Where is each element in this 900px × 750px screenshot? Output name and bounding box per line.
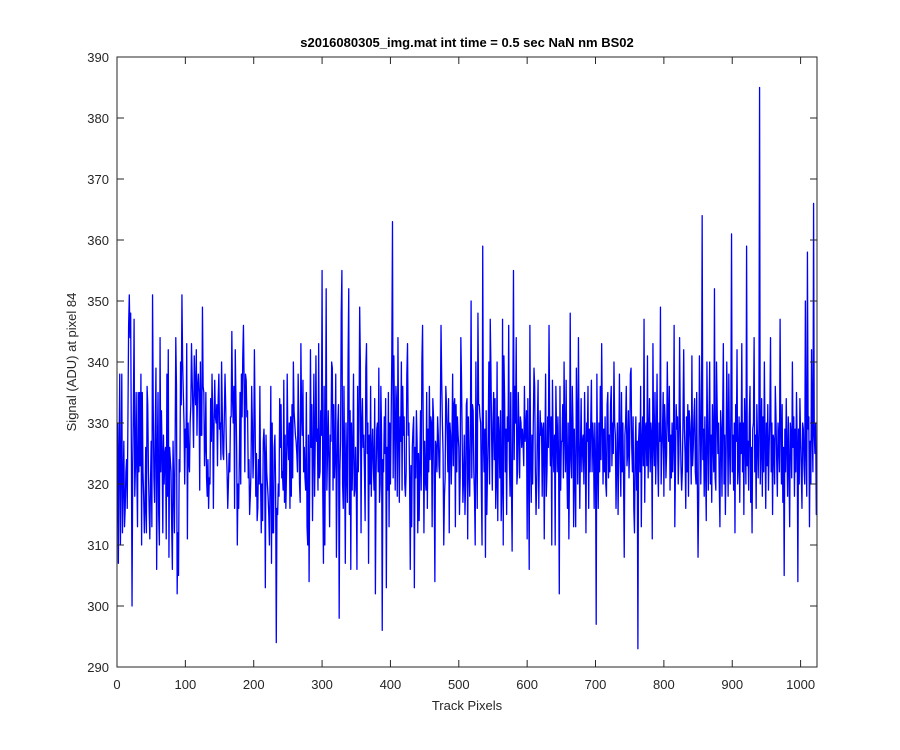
x-axis-label: Track Pixels: [432, 698, 503, 713]
y-tick-label: 350: [87, 294, 109, 309]
plot-area: [117, 86, 817, 650]
chart-title: s2016080305_img.mat int time = 0.5 sec N…: [300, 35, 634, 50]
y-tick-label: 310: [87, 538, 109, 553]
x-tick-label: 800: [653, 677, 675, 692]
y-tick-label: 380: [87, 111, 109, 126]
y-axis-label: Signal (ADU) at pixel 84: [64, 293, 79, 432]
y-tick-label: 300: [87, 599, 109, 614]
x-tick-label: 0: [113, 677, 120, 692]
y-tick-label: 330: [87, 416, 109, 431]
axes: 0 100 200 300 400 500 600 700 800 900 1000 290 300 31…: [87, 50, 818, 692]
y-tick-label: 340: [87, 355, 109, 370]
x-tick-label: 600: [516, 677, 538, 692]
series-line-0: [117, 86, 817, 650]
x-tick-label: 400: [380, 677, 402, 692]
y-tick-label: 360: [87, 233, 109, 248]
x-tick-label: 700: [585, 677, 607, 692]
x-tick-label: 100: [175, 677, 197, 692]
x-tick-label: 200: [243, 677, 265, 692]
y-tick-label: 290: [87, 660, 109, 675]
x-tick-label: 500: [448, 677, 470, 692]
y-tick-label: 370: [87, 172, 109, 187]
y-tick-label: 320: [87, 477, 109, 492]
x-tick-label: 1000: [786, 677, 815, 692]
x-tick-label: 900: [721, 677, 743, 692]
y-tick-label: 390: [87, 50, 109, 65]
x-tick-label: 300: [311, 677, 333, 692]
